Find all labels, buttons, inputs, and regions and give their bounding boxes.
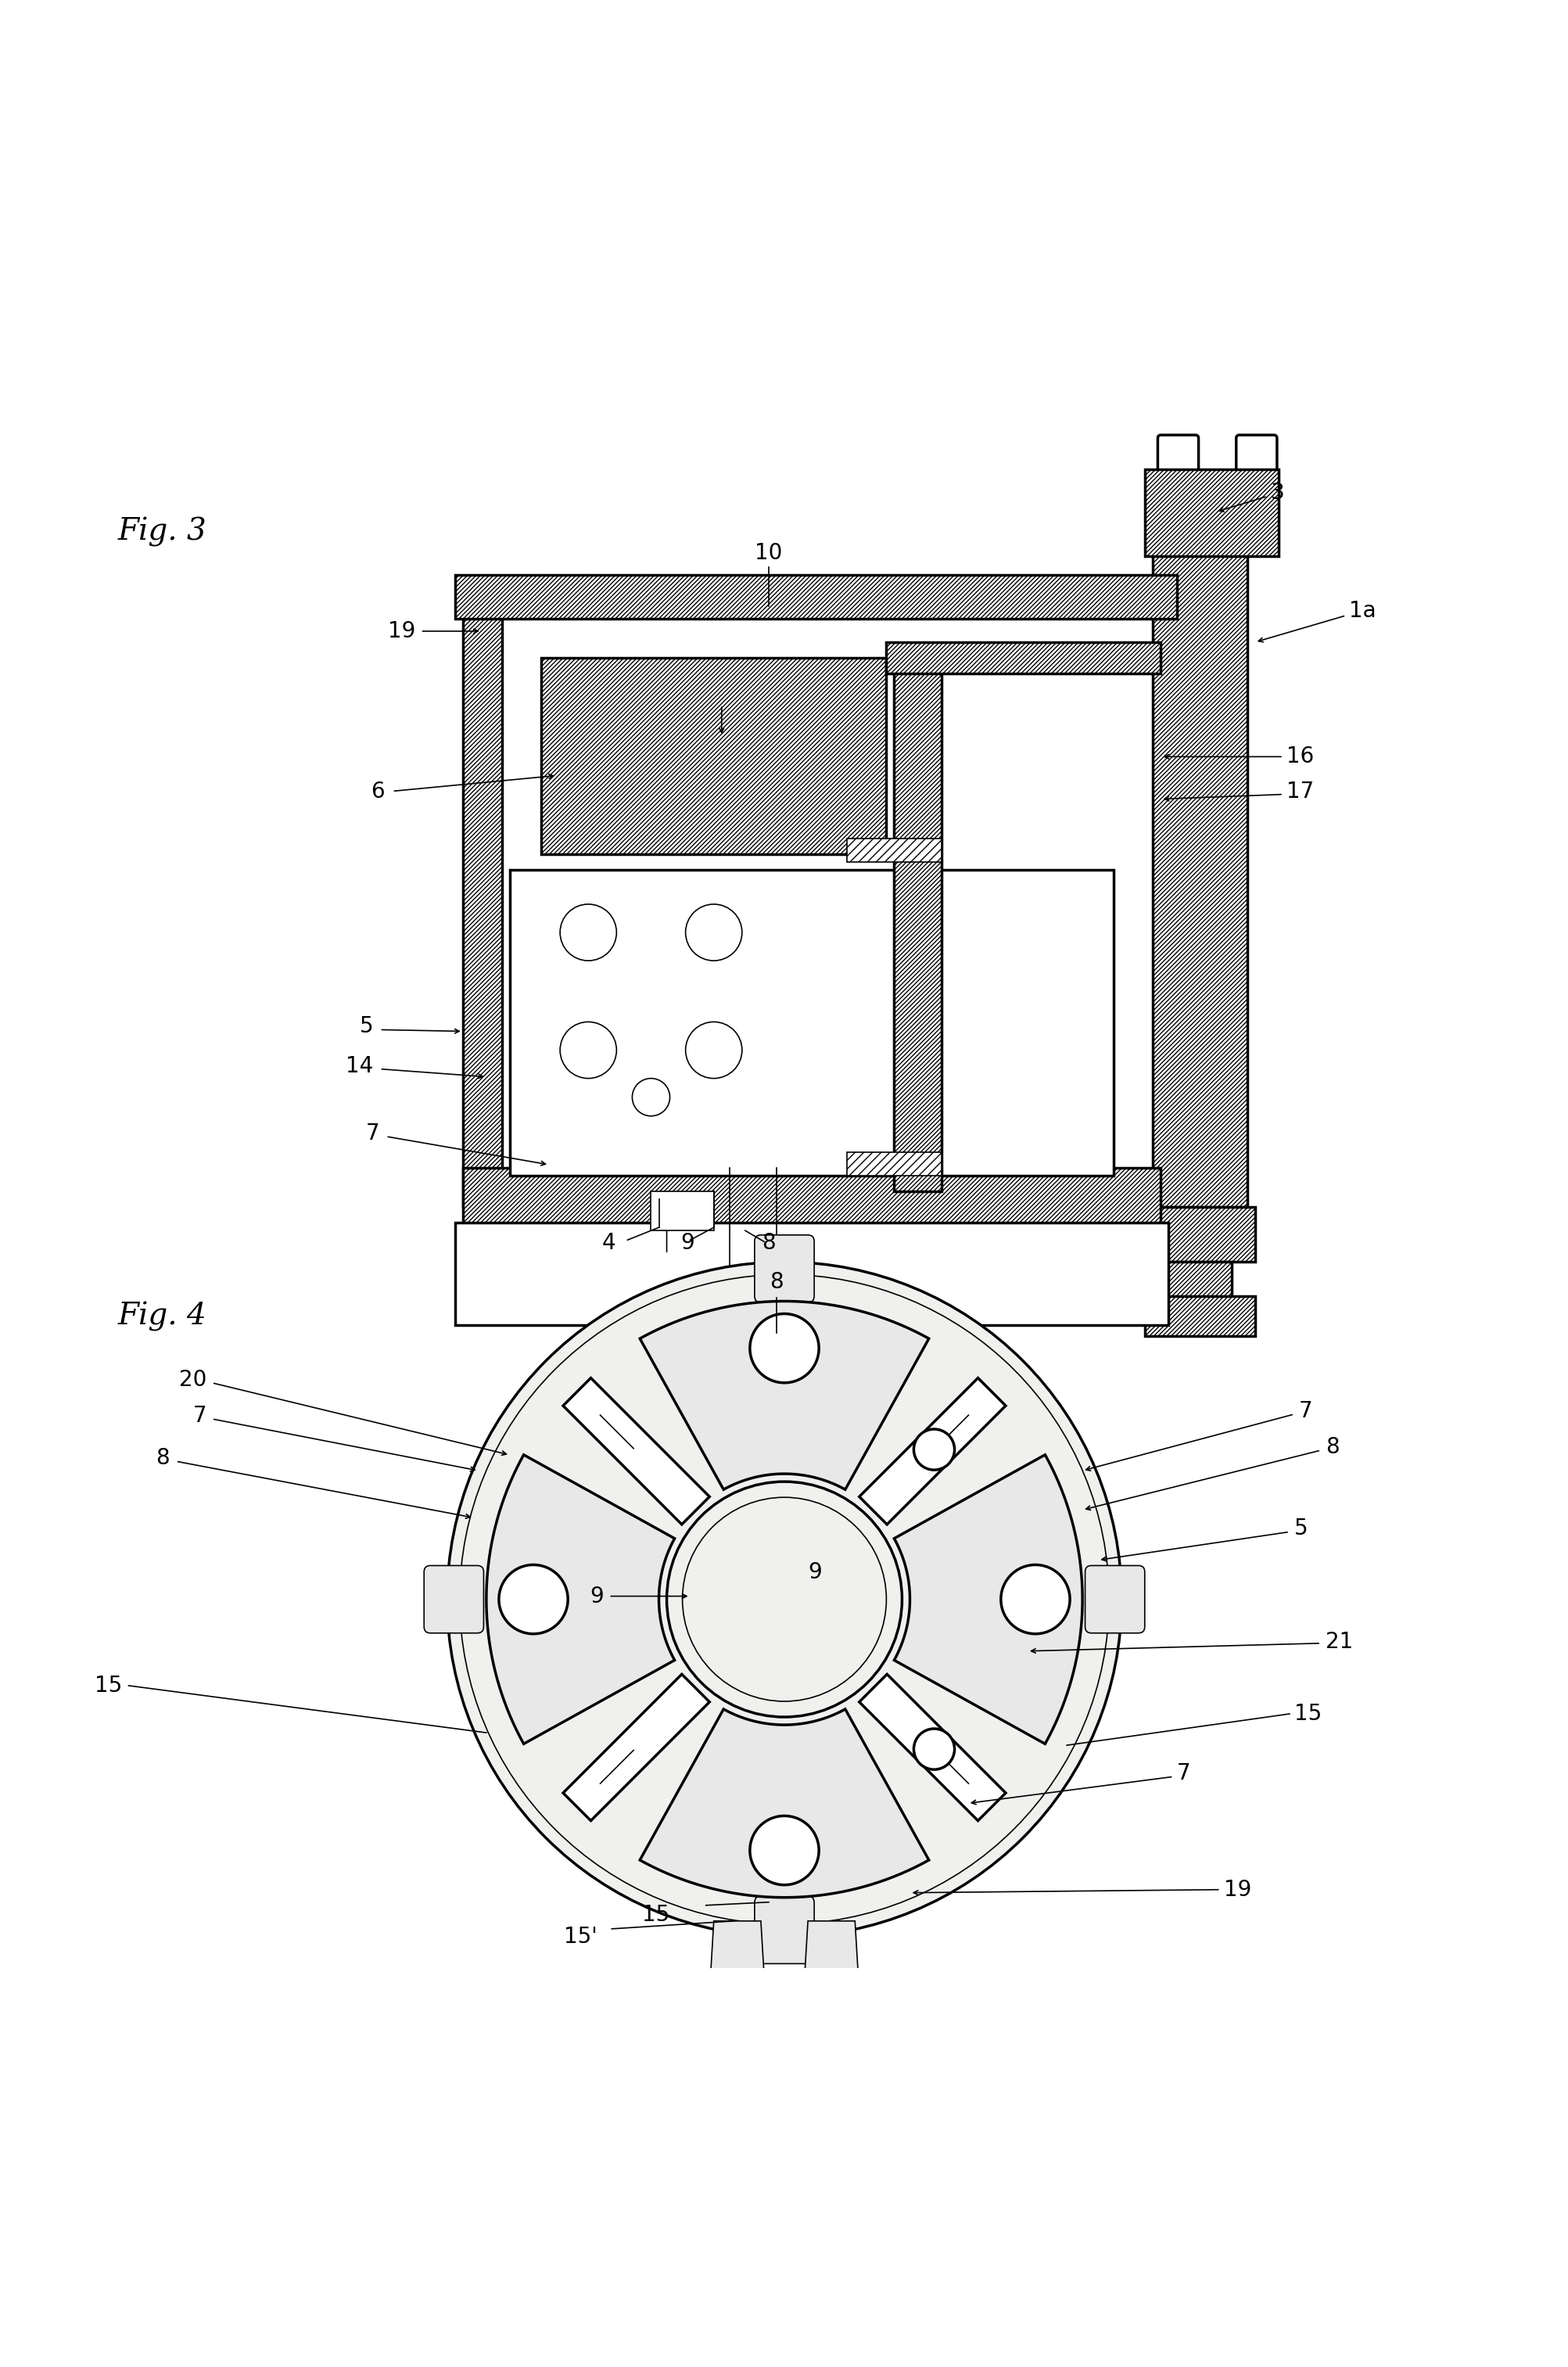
Text: 14: 14 xyxy=(345,1056,373,1077)
Polygon shape xyxy=(859,1378,1005,1524)
Polygon shape xyxy=(859,1673,1005,1820)
Bar xyxy=(463,1167,1160,1231)
Text: 8: 8 xyxy=(1325,1437,1339,1458)
Bar xyxy=(1152,549,1247,1207)
Polygon shape xyxy=(640,1302,928,1489)
Text: 7: 7 xyxy=(1298,1399,1312,1423)
Text: 5: 5 xyxy=(1294,1517,1308,1539)
Text: 8: 8 xyxy=(155,1446,169,1470)
Circle shape xyxy=(913,1728,953,1771)
Text: 20: 20 xyxy=(179,1368,207,1389)
Text: Fig. 4: Fig. 4 xyxy=(118,1302,207,1330)
Text: 1a: 1a xyxy=(1348,599,1375,623)
Bar xyxy=(1145,1297,1254,1335)
Circle shape xyxy=(750,1815,818,1884)
Text: 19: 19 xyxy=(1223,1879,1251,1901)
Circle shape xyxy=(666,1482,902,1716)
Bar xyxy=(894,651,941,1191)
Text: 16: 16 xyxy=(1286,746,1314,767)
Circle shape xyxy=(913,1430,953,1470)
Circle shape xyxy=(447,1262,1121,1936)
Bar xyxy=(847,838,941,862)
Polygon shape xyxy=(563,1673,709,1820)
FancyBboxPatch shape xyxy=(1085,1565,1145,1633)
FancyBboxPatch shape xyxy=(754,1236,814,1302)
Text: 7: 7 xyxy=(193,1404,207,1427)
Circle shape xyxy=(750,1314,818,1382)
Text: 15: 15 xyxy=(1294,1702,1322,1726)
Bar xyxy=(1137,1207,1254,1262)
Bar xyxy=(541,658,886,854)
Text: 9: 9 xyxy=(590,1586,604,1607)
Polygon shape xyxy=(709,1922,765,2024)
Polygon shape xyxy=(486,1456,674,1744)
Text: 3: 3 xyxy=(1270,483,1284,504)
Text: 15: 15 xyxy=(641,1903,670,1927)
Text: 7: 7 xyxy=(1176,1763,1190,1785)
FancyBboxPatch shape xyxy=(1236,436,1276,544)
Bar xyxy=(455,575,1176,618)
Text: 6: 6 xyxy=(370,781,384,802)
Text: 4: 4 xyxy=(602,1233,615,1255)
Bar xyxy=(886,641,1160,675)
Bar xyxy=(651,1191,713,1231)
Text: 8: 8 xyxy=(770,1271,782,1292)
Polygon shape xyxy=(803,1922,859,2024)
FancyBboxPatch shape xyxy=(1157,436,1198,544)
Bar xyxy=(455,1224,1168,1326)
Text: 9: 9 xyxy=(681,1233,693,1255)
Bar xyxy=(1165,1262,1231,1302)
Bar xyxy=(463,611,502,1207)
Circle shape xyxy=(1000,1565,1069,1633)
Text: Fig. 3: Fig. 3 xyxy=(118,516,207,547)
Circle shape xyxy=(499,1565,568,1633)
Text: 19: 19 xyxy=(387,620,416,641)
Bar xyxy=(1145,469,1278,556)
Text: 15': 15' xyxy=(563,1927,597,1948)
Text: 21: 21 xyxy=(1325,1631,1353,1652)
Text: 7: 7 xyxy=(365,1122,379,1143)
Text: 9: 9 xyxy=(808,1562,822,1584)
Polygon shape xyxy=(894,1456,1082,1744)
Bar xyxy=(510,869,1113,1176)
Text: 5: 5 xyxy=(359,1015,373,1037)
Polygon shape xyxy=(640,1709,928,1898)
FancyBboxPatch shape xyxy=(423,1565,483,1633)
Text: 17: 17 xyxy=(1286,781,1314,802)
Text: 8: 8 xyxy=(762,1233,775,1255)
Polygon shape xyxy=(563,1378,709,1524)
Bar xyxy=(847,1153,941,1176)
FancyBboxPatch shape xyxy=(754,1896,814,1965)
Text: 10: 10 xyxy=(754,542,782,563)
Text: 15: 15 xyxy=(94,1676,122,1697)
